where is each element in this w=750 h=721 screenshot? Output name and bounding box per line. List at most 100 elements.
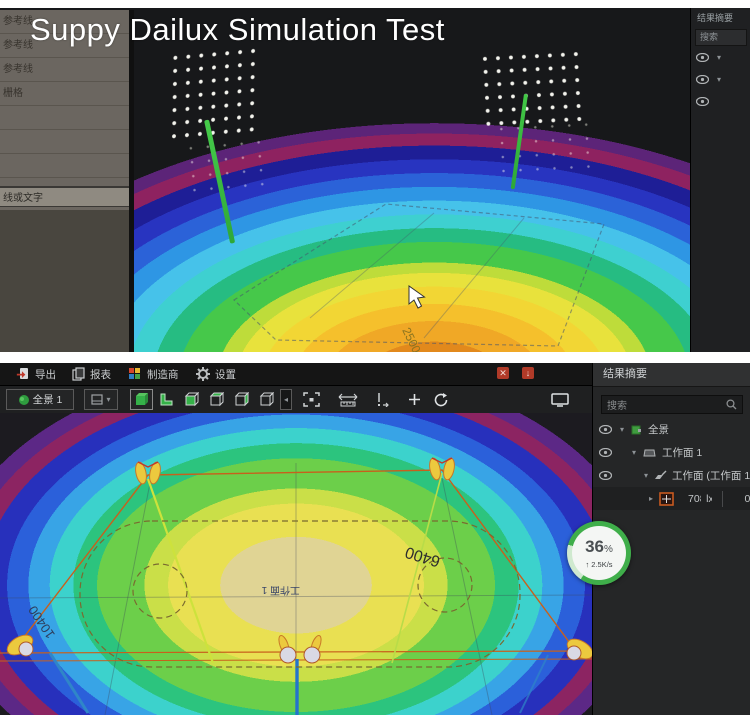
view-solid-button[interactable] [130, 389, 153, 410]
render-viewport-3d[interactable]: 2500 [134, 8, 690, 352]
progress-percent: 36% [585, 538, 613, 558]
progress-badge[interactable]: 36% ↑ 2.5K/s [567, 521, 631, 585]
progress-percent-value: 36 [585, 536, 604, 556]
sidebar-row-empty [0, 106, 129, 130]
horizontal-measure-button[interactable] [336, 389, 360, 410]
scene-icon [18, 394, 29, 405]
scene-selector-button[interactable]: 全景 1 [6, 389, 74, 410]
tree-item-label: 工作面 1 [662, 447, 703, 459]
chevron-down-icon[interactable]: ▾ [717, 74, 722, 84]
add-button[interactable] [404, 389, 424, 410]
focus-brackets-icon [302, 392, 320, 407]
chevron-down-icon[interactable]: ▾ [717, 52, 722, 62]
cube-top-icon [209, 392, 224, 407]
vertical-measure-button[interactable] [372, 389, 392, 410]
eye-icon[interactable] [599, 425, 612, 434]
sidebar-row-empty [0, 154, 129, 178]
progress-badge-inner: 36% ↑ 2.5K/s [572, 526, 626, 580]
left-sidebar: 参考线 参考线 参考线 栅格 线或文字 [0, 10, 134, 352]
view-cube-wire-button[interactable] [255, 389, 278, 410]
refresh-icon [434, 392, 448, 406]
column-divider [721, 490, 723, 507]
visibility-row[interactable]: ▾ [691, 46, 750, 68]
menu-settings[interactable]: 设置 [196, 363, 236, 385]
display-button[interactable] [548, 389, 572, 410]
plus-icon [408, 394, 420, 405]
chevron-left-icon: ◂ [283, 395, 288, 404]
sidebar-item-reference-line[interactable]: 参考线 [0, 10, 129, 34]
red-close-icon[interactable]: ✕ [497, 367, 509, 379]
working-plane-label: 工作面 1 [261, 584, 300, 596]
sidebar-item-reference-line[interactable]: 参考线 [0, 34, 129, 58]
view-l-shape-button[interactable] [155, 389, 178, 410]
sidebar-item-grid[interactable]: 栅格 [0, 82, 129, 106]
tree-item-result[interactable]: ▸ 708 lx 0. [593, 487, 750, 510]
search-input[interactable]: 搜索 [695, 29, 747, 46]
refresh-button[interactable] [430, 389, 452, 410]
network-speed: ↑ 2.5K/s [585, 559, 613, 569]
tree-item-label: 工作面 (工作面 1) [672, 470, 750, 482]
eye-icon[interactable] [696, 74, 709, 84]
chevron-down-icon[interactable]: ▾ [620, 425, 625, 434]
l-shape-icon [160, 393, 173, 406]
results-panel-header: 结果摘要 [697, 13, 734, 23]
chevron-down-icon: ▾ [106, 395, 111, 404]
tree-item-scene[interactable]: ▾ 全景 [593, 418, 750, 441]
eye-icon[interactable] [599, 471, 612, 480]
menu-export-label: 导出 [35, 368, 56, 381]
menu-manufacturer[interactable]: 制造商 [128, 363, 179, 385]
cube-side-icon [234, 392, 249, 407]
tree-item-surface[interactable]: ▾ 工作面 (工作面 1) [593, 464, 750, 487]
cube-wire-icon [259, 392, 274, 407]
sidebar-section-line-or-text[interactable]: 线或文字 [0, 186, 129, 207]
scene-node-icon [631, 425, 642, 435]
pole-line [519, 654, 549, 714]
plane-node-icon [643, 449, 656, 457]
report-icon [72, 367, 85, 381]
results-panel: 结果摘要 搜索 ▾ 全景 ▾ 工作面 1 [592, 363, 750, 715]
eye-icon[interactable] [599, 448, 612, 457]
ruler-icon [338, 393, 358, 406]
menu-report-label: 报表 [90, 368, 111, 381]
view-cube-front-button[interactable] [180, 389, 203, 410]
field-outline-overlay: 2500 [233, 203, 605, 352]
search-input[interactable]: 搜索 [601, 395, 743, 414]
vertical-measure-icon [378, 393, 389, 407]
search-placeholder: 搜索 [607, 401, 627, 412]
menu-export[interactable]: 导出 [16, 363, 56, 385]
result-value: 708 [688, 492, 701, 505]
tree-item-plane[interactable]: ▾ 工作面 1 [593, 441, 750, 464]
chevron-down-icon[interactable]: ▾ [632, 448, 637, 457]
grid-line [309, 212, 435, 319]
field-boundary-dashed [233, 203, 605, 347]
chevron-right-icon[interactable]: ▸ [649, 494, 654, 503]
chevron-down-icon[interactable]: ▾ [644, 471, 649, 480]
results-panel-top: 结果摘要 搜索 ▾ ▾ [690, 8, 750, 352]
sidebar-item-reference-line[interactable]: 参考线 [0, 58, 129, 82]
export-icon [16, 368, 28, 379]
menu-settings-label: 设置 [215, 368, 236, 381]
surface-node-icon [655, 470, 667, 479]
visibility-row[interactable] [691, 90, 750, 112]
view-cube-top-button[interactable] [205, 389, 228, 410]
view-mode-dropdown[interactable]: ▾ [84, 389, 118, 410]
eye-icon[interactable] [696, 96, 709, 106]
eye-icon[interactable] [696, 52, 709, 62]
tree-item-label: 全景 [648, 424, 670, 436]
render-viewport-plan[interactable]: 工作面 1 6400 10400 [0, 413, 592, 715]
search-icon [726, 399, 737, 410]
plan-overlay: 工作面 1 6400 10400 [0, 457, 592, 715]
zoom-fit-button[interactable] [300, 389, 322, 410]
bottom-screenshot: 导出 报表 制造商 [0, 363, 750, 715]
scene-selector-label: 全景 1 [32, 394, 63, 406]
red-download-icon[interactable]: ↓ [522, 367, 534, 379]
contour-value-label: 2500 [399, 325, 423, 352]
visibility-row[interactable]: ▾ [691, 68, 750, 90]
pole-line [391, 472, 443, 664]
menu-report[interactable]: 报表 [72, 363, 111, 385]
result-value-2: 0. [744, 492, 750, 505]
sidebar-row-empty [0, 130, 129, 154]
collapse-group-button[interactable]: ◂ [280, 389, 292, 410]
view-cube-side-button[interactable] [230, 389, 253, 410]
percent-sign: % [604, 543, 613, 555]
